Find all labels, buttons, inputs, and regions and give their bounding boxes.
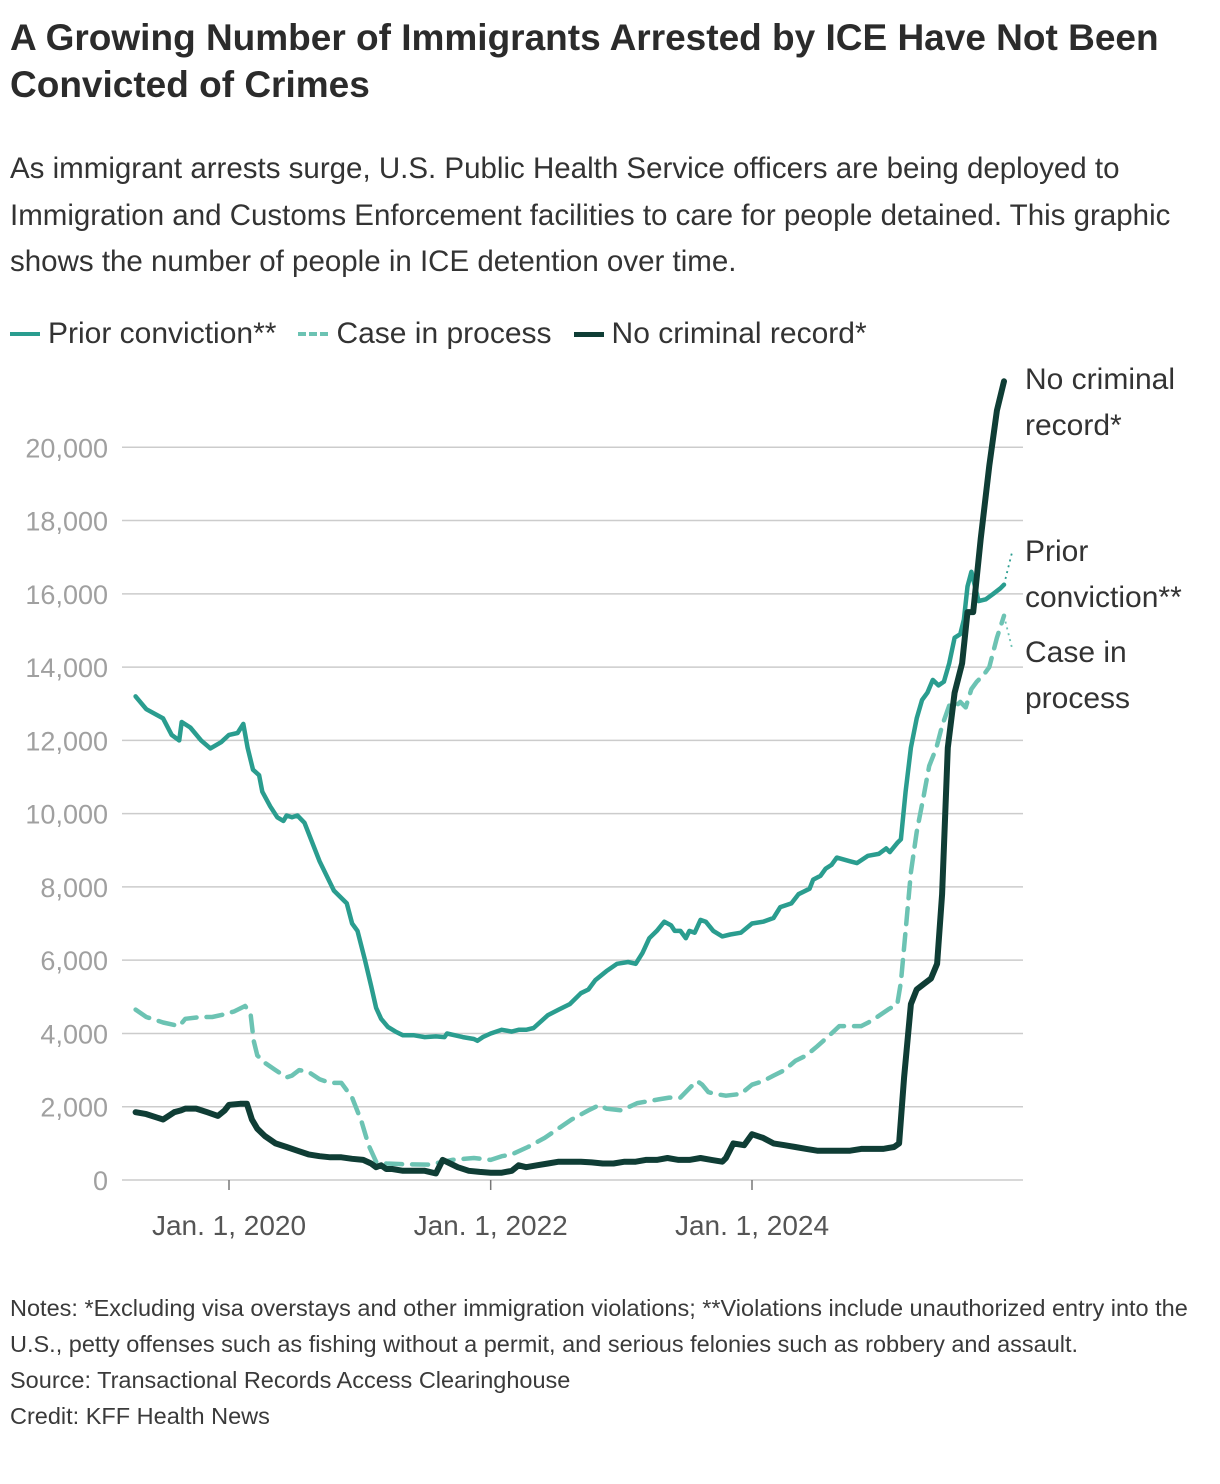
legend-item-case-in-process: Case in process: [298, 317, 552, 351]
end-label-no-criminal-record: record*: [1025, 409, 1122, 442]
y-tick-label: 20,000: [25, 433, 108, 463]
legend-swatch-case-in-process: [298, 332, 329, 336]
chart-subtitle: As immigrant arrests surge, U.S. Public …: [10, 152, 1171, 278]
y-tick-label: 14,000: [25, 653, 108, 683]
y-tick-label: 2,000: [40, 1093, 108, 1123]
y-tick-label: 6,000: [40, 946, 108, 976]
y-tick-label: 8,000: [40, 873, 108, 903]
series-line-case-in-process: [133, 613, 1007, 1167]
projection-line-prior-conviction: [1003, 551, 1014, 585]
end-label-case-in-process: Case in: [1025, 636, 1127, 669]
chart-notes: Notes: *Excluding visa overstays and oth…: [10, 1290, 1215, 1434]
y-tick-label: 16,000: [25, 580, 108, 610]
legend-swatch-prior-conviction: [10, 332, 40, 336]
axis: 0 2,000 4,000 6,000 8,000 10,000 12,000 14,000 1…: [25, 433, 829, 1241]
x-tick-label: Jan. 1, 2022: [414, 1210, 568, 1241]
y-tick-label: 4,000: [40, 1019, 108, 1049]
grid-lines: [122, 446, 1023, 1181]
x-tick-label: Jan. 1, 2024: [675, 1210, 829, 1241]
line-chart: 0 2,000 4,000 6,000 8,000 10,000 12,000 14,000 1…: [25, 363, 1182, 1241]
end-label-no-criminal-record: No criminal: [1025, 363, 1175, 396]
y-tick-label: 12,000: [25, 726, 108, 756]
legend-label-case-in-process: Case in process: [336, 317, 552, 350]
legend-label-prior-conviction: Prior conviction**: [48, 317, 277, 350]
y-tick-label: 0: [93, 1166, 108, 1196]
credit-text: Credit: KFF Health News: [10, 1403, 270, 1429]
end-label-prior-conviction: Prior: [1025, 535, 1088, 568]
source-text: Source: Transactional Records Access Cle…: [10, 1367, 571, 1393]
y-tick-label: 10,000: [25, 800, 108, 830]
chart-legend: Prior conviction** Case in process No cr…: [10, 312, 889, 356]
legend-label-no-criminal-record: No criminal record*: [611, 317, 867, 350]
notes-text: Notes: *Excluding visa overstays and oth…: [10, 1295, 1188, 1357]
end-label-prior-conviction: conviction**: [1025, 581, 1182, 614]
series-line-prior-conviction: [133, 569, 1007, 1044]
legend-swatch-no-criminal-record: [573, 331, 604, 337]
x-tick-label: Jan. 1, 2020: [152, 1210, 306, 1241]
chart-title: A Growing Number of Immigrants Arrested …: [10, 17, 1159, 105]
y-tick-label: 18,000: [25, 507, 108, 537]
end-labels: Prior conviction** Case in process No crimin…: [1025, 363, 1182, 715]
legend-item-prior-conviction: Prior conviction**: [10, 317, 276, 351]
projection-line-case-in-process: [1003, 615, 1014, 650]
series-line-no-criminal-record: [132, 378, 1007, 1177]
legend-item-no-criminal-record: No criminal record*: [573, 317, 867, 351]
end-label-case-in-process: process: [1025, 682, 1130, 715]
series-lines: [132, 378, 1014, 1177]
